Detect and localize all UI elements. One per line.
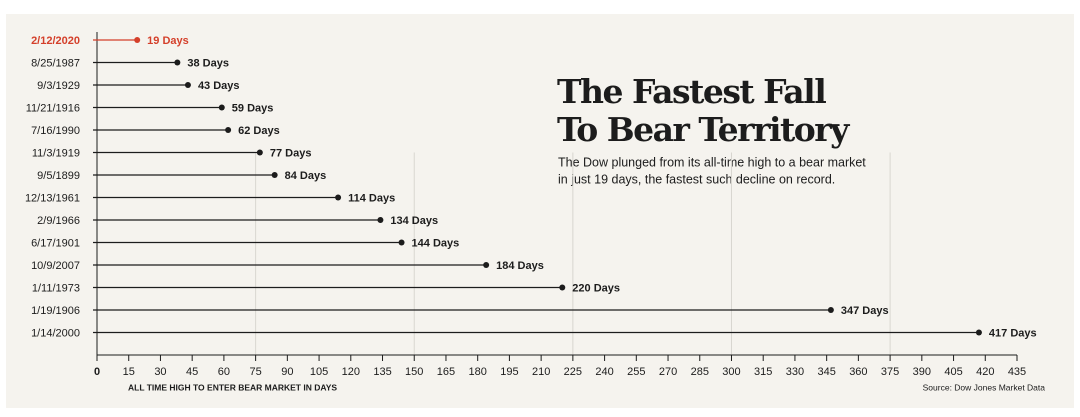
dot	[174, 59, 181, 66]
chart-title: The Fastest Fall	[557, 72, 826, 111]
y-tick-label: 11/3/1919	[32, 147, 80, 159]
x-tick-label: 15	[123, 366, 135, 378]
value-label: 84 Days	[285, 170, 327, 182]
value-label: 77 Days	[270, 147, 312, 159]
x-tick-label: 90	[281, 366, 293, 378]
dot	[559, 284, 566, 291]
x-tick-label: 405	[944, 366, 962, 378]
x-tick-label: 135	[373, 366, 391, 378]
x-tick-label: 30	[154, 366, 166, 378]
value-label: 62 Days	[238, 125, 280, 137]
x-tick-label: 435	[1008, 366, 1026, 378]
x-tick-label: 420	[976, 366, 994, 378]
x-axis-label: ALL TIME HIGH TO ENTER BEAR MARKET IN DA…	[128, 382, 337, 392]
x-tick-label: 360	[849, 366, 867, 378]
x-tick-label: 345	[817, 366, 835, 378]
x-tick-label: 75	[249, 366, 261, 378]
x-tick-label: 180	[469, 366, 487, 378]
x-tick-label: 315	[754, 366, 772, 378]
y-tick-label: 9/3/1929	[37, 80, 80, 92]
dot	[218, 104, 225, 111]
dot	[256, 149, 263, 156]
y-tick-label: 1/14/2000	[31, 327, 80, 339]
x-tick-label: 0	[94, 366, 100, 378]
x-tick-label: 150	[405, 366, 423, 378]
dot	[483, 262, 490, 268]
value-label: 184 Days	[496, 260, 544, 272]
x-tick-label: 300	[722, 366, 740, 378]
y-tick-label: 2/12/2020	[31, 35, 80, 47]
dot	[335, 194, 342, 201]
x-tick-label: 210	[532, 366, 550, 378]
dot	[184, 82, 191, 88]
value-label: 134 Days	[390, 215, 438, 227]
dot	[225, 127, 232, 133]
value-label: 417 Days	[989, 327, 1037, 339]
x-tick-label: 330	[786, 366, 804, 378]
subtitle: The Dow plunged from its all-time high t…	[558, 155, 866, 169]
x-tick-label: 390	[913, 366, 931, 378]
x-tick-label: 270	[659, 366, 677, 378]
value-label: 19 Days	[147, 35, 189, 47]
x-tick-label: 165	[437, 366, 455, 378]
value-label: 38 Days	[187, 57, 229, 69]
x-tick-label: 195	[500, 366, 518, 378]
dot	[134, 37, 141, 43]
y-tick-label: 8/25/1987	[31, 57, 80, 69]
x-tick-label: 240	[595, 366, 613, 378]
subtitle: in just 19 days, the fastest such declin…	[558, 172, 835, 186]
y-tick-label: 1/19/1906	[31, 305, 80, 317]
chart-title: To Bear Territory	[557, 110, 850, 149]
value-label: 114 Days	[348, 192, 395, 204]
x-tick-label: 120	[342, 366, 360, 378]
dot	[271, 172, 278, 178]
y-tick-label: 7/16/1990	[31, 125, 80, 137]
x-tick-label: 60	[218, 366, 230, 378]
value-label: 43 Days	[198, 80, 240, 92]
y-tick-label: 1/11/1973	[32, 282, 80, 294]
value-label: 220 Days	[572, 282, 620, 294]
x-tick-label: 105	[310, 366, 328, 378]
value-label: 144 Days	[412, 237, 460, 249]
x-tick-label: 255	[627, 366, 645, 378]
value-label: 59 Days	[232, 102, 274, 114]
x-tick-label: 375	[881, 366, 899, 378]
x-tick-label: 45	[186, 366, 198, 378]
dot	[827, 307, 834, 313]
y-tick-label: 6/17/1901	[31, 237, 80, 249]
dot	[398, 239, 405, 246]
y-tick-label: 11/21/1916	[26, 102, 80, 114]
x-tick-label: 285	[691, 366, 709, 378]
x-tick-label: 225	[564, 366, 582, 378]
dot	[377, 217, 384, 223]
y-tick-label: 2/9/1966	[37, 215, 80, 227]
dot	[975, 329, 982, 336]
y-tick-label: 12/13/1961	[25, 192, 80, 204]
y-tick-label: 10/9/2007	[31, 260, 80, 272]
value-label: 347 Days	[841, 305, 889, 317]
y-tick-label: 9/5/1899	[37, 170, 80, 182]
source: Source: Dow Jones Market Data	[923, 382, 1046, 392]
panel	[6, 14, 1074, 408]
